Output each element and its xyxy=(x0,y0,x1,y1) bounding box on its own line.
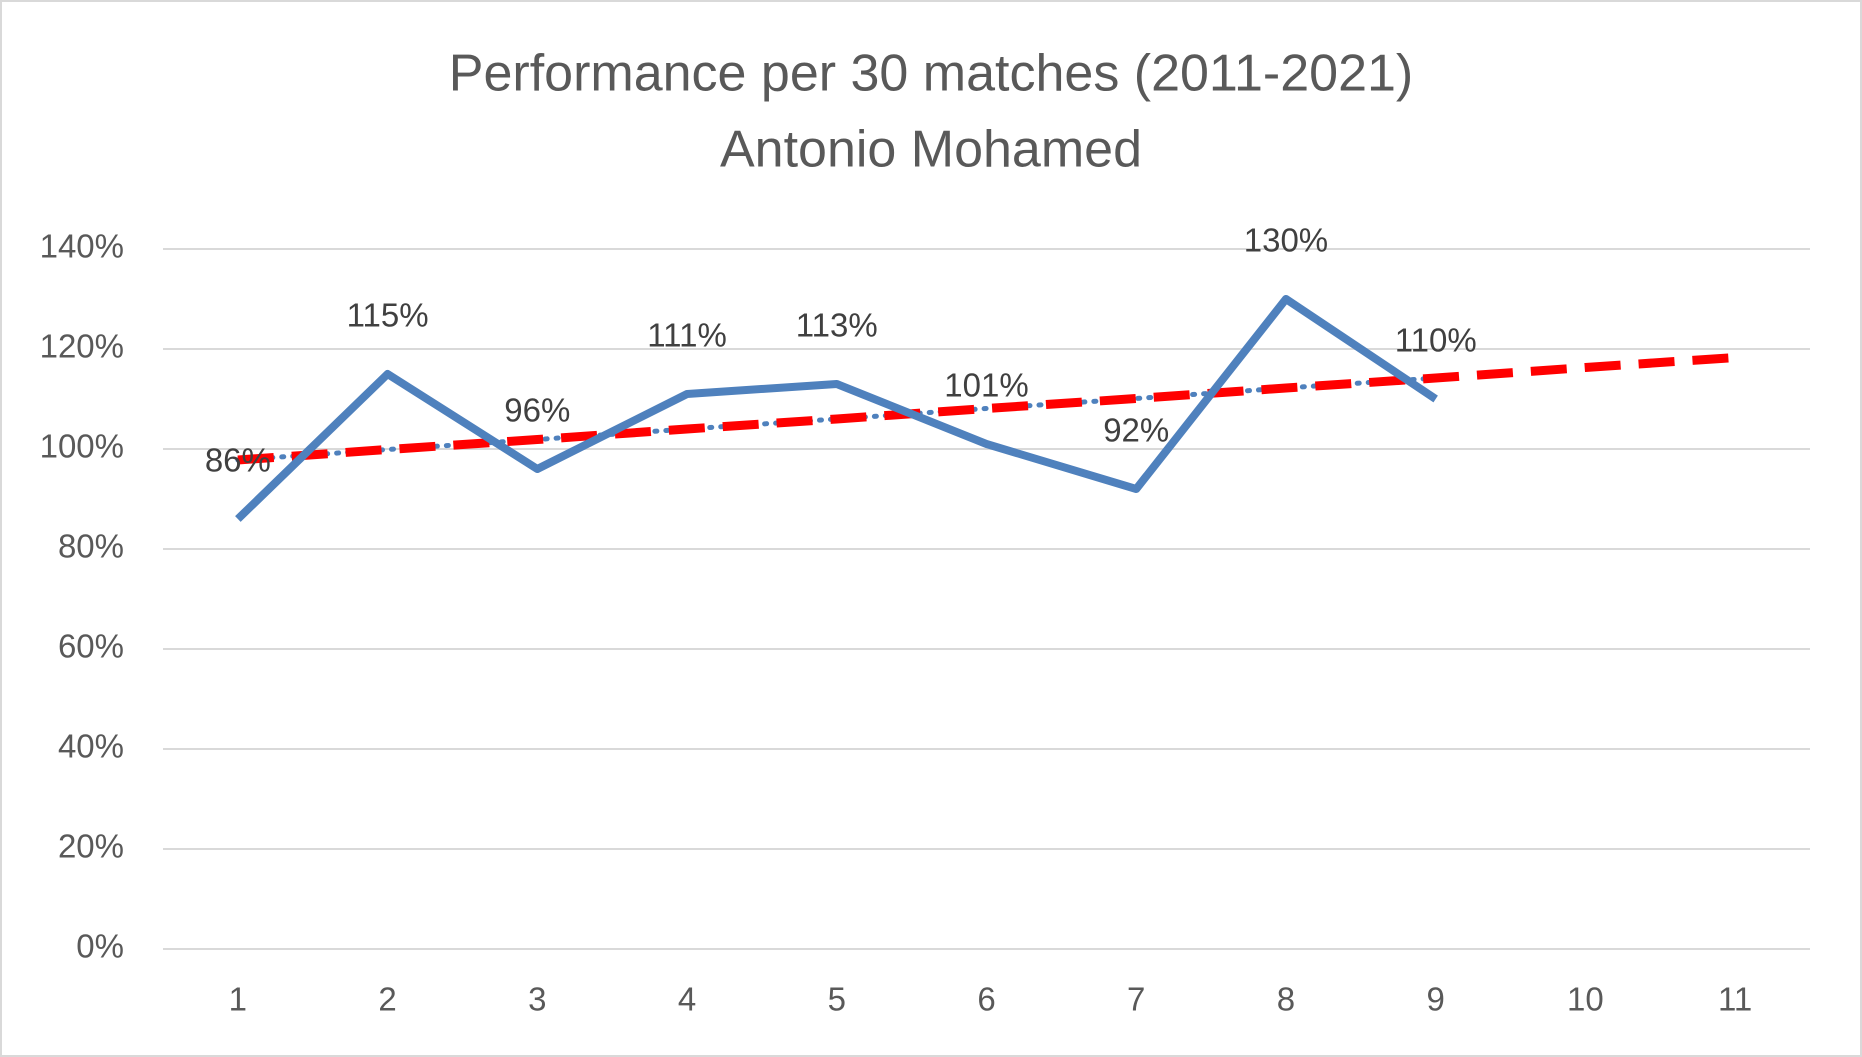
y-tick-label: 100% xyxy=(40,428,124,465)
y-tick-label: 0% xyxy=(76,928,124,965)
x-tick-label: 7 xyxy=(1127,981,1145,1018)
data-label: 86% xyxy=(205,442,271,479)
y-tick-label: 140% xyxy=(40,228,124,265)
y-tick-label: 80% xyxy=(58,528,124,565)
x-tick-label: 2 xyxy=(378,981,396,1018)
trend-line xyxy=(237,353,1736,465)
data-label: 101% xyxy=(944,367,1028,404)
data-label: 96% xyxy=(504,392,570,429)
y-tick-label: 40% xyxy=(58,728,124,765)
x-tick-label: 1 xyxy=(229,981,247,1018)
data-label: 113% xyxy=(796,307,878,344)
data-label: 115% xyxy=(347,297,429,334)
x-tick-label: 9 xyxy=(1427,981,1445,1018)
data-label: 130% xyxy=(1244,222,1328,259)
x-tick-label: 11 xyxy=(1718,981,1752,1018)
y-tick-label: 120% xyxy=(40,328,124,365)
chart-title: Performance per 30 matches (2011-2021) xyxy=(449,45,1413,103)
y-tick-label: 20% xyxy=(58,828,124,865)
x-tick-label: 3 xyxy=(528,981,546,1018)
data-label: 111% xyxy=(647,317,727,354)
data-line xyxy=(235,295,1438,522)
y-tick-label: 60% xyxy=(58,628,124,665)
x-tick-label: 8 xyxy=(1277,981,1295,1018)
x-tick-label: 10 xyxy=(1567,981,1604,1018)
chart-subtitle: Antonio Mohamed xyxy=(720,121,1142,179)
x-tick-label: 5 xyxy=(828,981,846,1018)
data-label: 110% xyxy=(1395,322,1477,359)
x-tick-label: 6 xyxy=(977,981,995,1018)
x-tick-label: 4 xyxy=(678,981,696,1018)
data-label: 92% xyxy=(1103,412,1169,449)
